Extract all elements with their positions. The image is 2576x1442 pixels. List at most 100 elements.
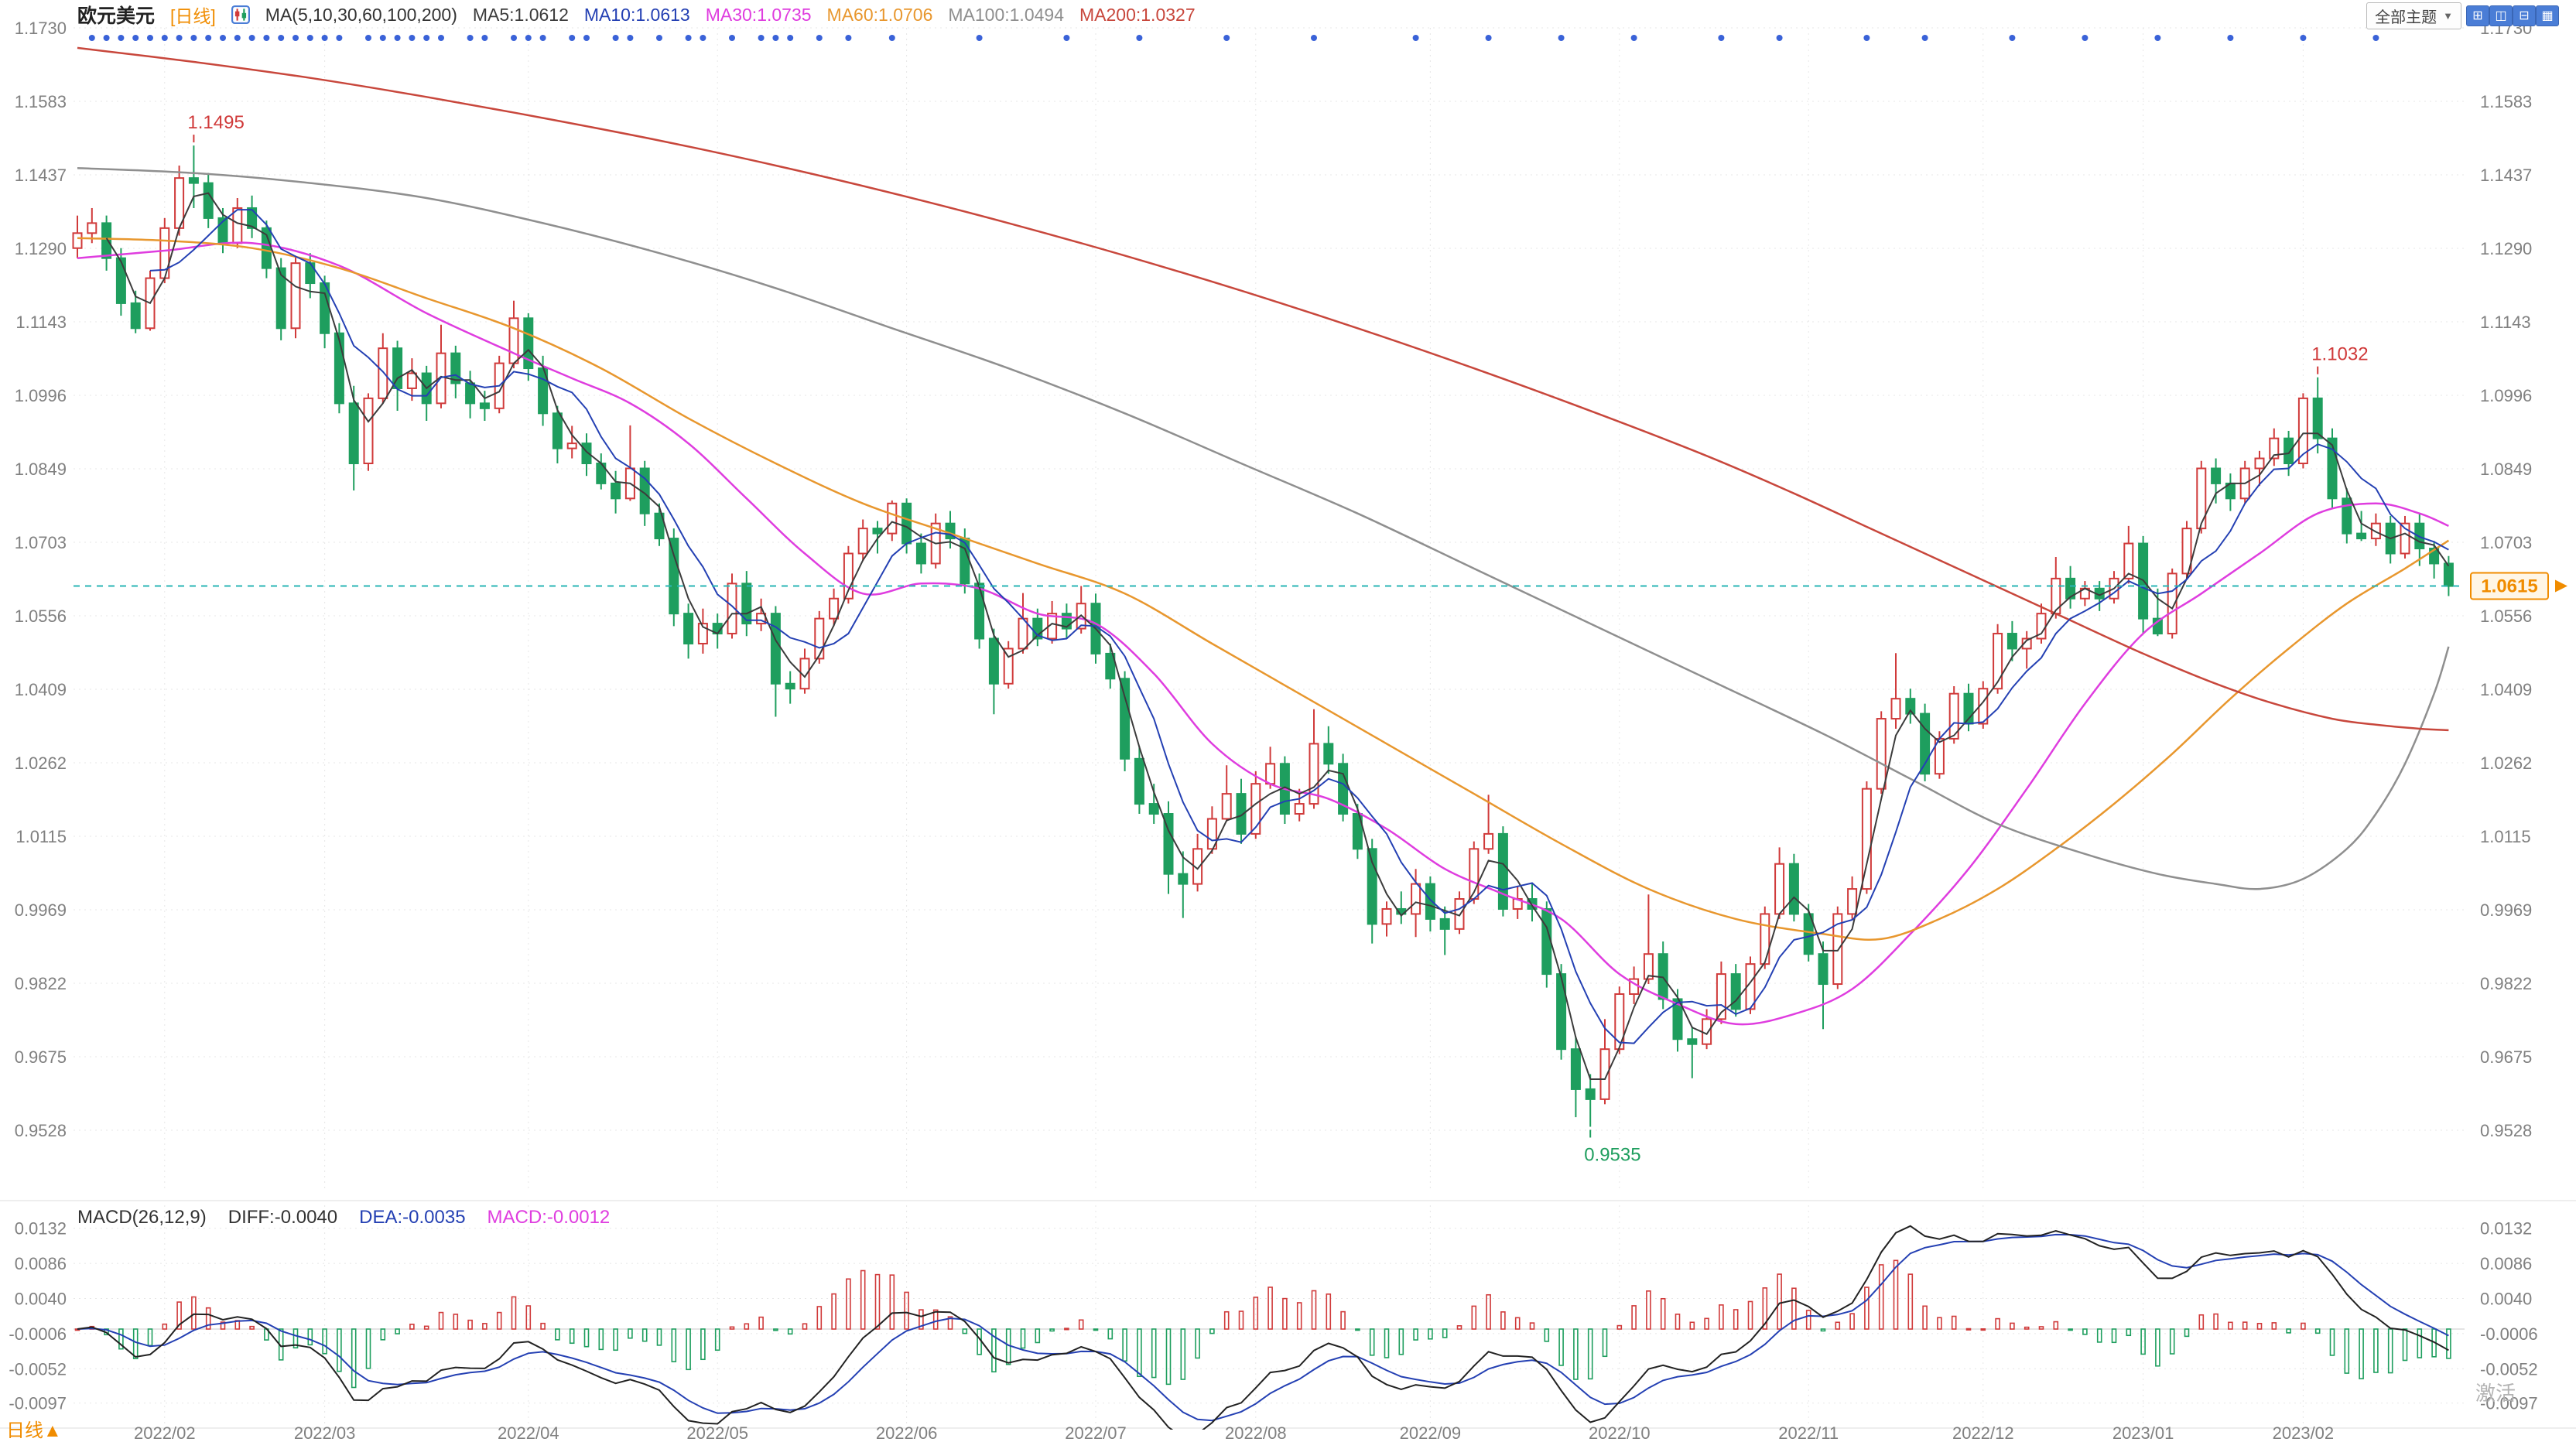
svg-text:1.1437: 1.1437 [15, 166, 67, 185]
window-layout-button[interactable]: ▦ [2536, 5, 2559, 26]
svg-text:0.0040: 0.0040 [2480, 1290, 2532, 1309]
period-tag[interactable]: [日线] [170, 6, 216, 26]
ma-legend-MA5: MA5:1.0612 [472, 4, 569, 25]
svg-text:1.0996: 1.0996 [2480, 386, 2532, 405]
candles-layer [72, 145, 2454, 1127]
window-split-button[interactable]: ⊟ [2513, 5, 2536, 26]
svg-text:2022/03: 2022/03 [294, 1423, 356, 1442]
kline-style-icon[interactable] [231, 5, 250, 24]
svg-text:1.0115: 1.0115 [15, 827, 67, 846]
svg-text:1.0115: 1.0115 [2480, 827, 2531, 846]
ma-line-MA60 [77, 237, 2450, 941]
ma-legend-MA60: MA60:1.0706 [826, 4, 933, 25]
event-dots [88, 35, 2379, 41]
extreme-annotation-1.1495: 1.1495 [187, 112, 245, 143]
ma-legend-MA10: MA10:1.0613 [583, 4, 690, 25]
svg-text:1.0703: 1.0703 [2480, 533, 2532, 552]
svg-text:0.9969: 0.9969 [15, 900, 67, 920]
svg-text:2022/12: 2022/12 [1952, 1423, 2014, 1442]
svg-text:1.0409: 1.0409 [15, 680, 67, 699]
chart-header: 欧元美元 [日线] MA(5,10,30,60,100,200) MA5:1.0… [77, 0, 1211, 29]
svg-text:-0.0006: -0.0006 [9, 1324, 67, 1344]
ma-line-MA200 [77, 46, 2449, 732]
ma-legend-MA30: MA30:1.0735 [705, 4, 812, 25]
svg-text:2022/04: 2022/04 [498, 1423, 559, 1442]
ma-legend-MA200: MA200:1.0327 [1079, 4, 1196, 25]
ma-line-MA30 [77, 241, 2449, 1026]
svg-text:0.9528: 0.9528 [15, 1121, 67, 1140]
chevron-down-icon: ▼ [2443, 10, 2453, 22]
svg-text:-0.0097: -0.0097 [2480, 1394, 2538, 1413]
macd-legend: MACD(26,12,9) DIFF:-0.0040 DEA:-0.0035 M… [77, 1207, 610, 1228]
current-price-tag: 1.0615 [2470, 572, 2549, 600]
svg-text:0.0132: 0.0132 [2480, 1219, 2532, 1239]
svg-text:2022/06: 2022/06 [876, 1423, 938, 1442]
svg-text:1.0262: 1.0262 [2480, 753, 2532, 773]
svg-text:1.1290: 1.1290 [15, 239, 67, 258]
ma-line-MA100 [77, 166, 2450, 890]
svg-text:1.1730: 1.1730 [15, 19, 67, 38]
toolbar-right: 全部主题 ▼ ⊞ ◫ ⊟ ▦ [2366, 2, 2559, 29]
svg-text:-0.0006: -0.0006 [2480, 1324, 2538, 1344]
svg-text:2022/08: 2022/08 [1225, 1423, 1287, 1442]
symbol-name[interactable]: 欧元美元 [77, 5, 156, 27]
svg-text:2022/02: 2022/02 [134, 1423, 196, 1442]
svg-text:0.0132: 0.0132 [15, 1219, 67, 1239]
svg-text:0.9528: 0.9528 [2480, 1121, 2532, 1140]
svg-text:0.9822: 0.9822 [15, 974, 67, 993]
svg-text:2022/09: 2022/09 [1400, 1423, 1462, 1442]
svg-text:-0.0052: -0.0052 [2480, 1359, 2538, 1379]
svg-text:1.1583: 1.1583 [15, 92, 67, 111]
svg-text:1.0849: 1.0849 [15, 460, 67, 479]
overlays-layer: 1.0615 1.1495 1.1032 0.9535 [74, 112, 2567, 1165]
svg-text:0.0086: 0.0086 [15, 1254, 67, 1273]
svg-text:2022/05: 2022/05 [686, 1423, 748, 1442]
macd-panel [74, 1225, 2451, 1430]
svg-text:2023/01: 2023/01 [2112, 1423, 2174, 1442]
ma-legend-MA100: MA100:1.0494 [948, 4, 1064, 25]
activation-watermark[interactable]: 激活 [2475, 1382, 2516, 1405]
svg-text:0.9535: 0.9535 [1584, 1144, 1640, 1165]
macd-dea-value: DEA:-0.0035 [359, 1207, 466, 1228]
ma-lines-layer [77, 46, 2450, 1080]
macd-macd-value: MACD:-0.0012 [487, 1207, 611, 1228]
svg-text:2023/02: 2023/02 [2273, 1423, 2335, 1442]
svg-text:0.9675: 0.9675 [2480, 1047, 2532, 1067]
svg-text:1.1495: 1.1495 [187, 112, 244, 133]
svg-text:0.9822: 0.9822 [2480, 974, 2532, 993]
svg-text:0.0040: 0.0040 [15, 1290, 67, 1309]
ma-line-MA5 [105, 192, 2450, 1080]
macd-params-label[interactable]: MACD(26,12,9) [77, 1207, 207, 1228]
ma-line-MA10 [149, 209, 2449, 1044]
window-buttons: ⊞ ◫ ⊟ ▦ [2466, 5, 2559, 26]
macd-diff-value: DIFF:-0.0040 [227, 1207, 338, 1228]
ma-group-label: MA(5,10,30,60,100,200) [265, 4, 457, 25]
svg-text:1.1032: 1.1032 [2311, 344, 2368, 365]
period-selector[interactable]: 日线▲ [6, 1420, 62, 1441]
window-tile-button[interactable]: ⊞ [2466, 5, 2489, 26]
svg-text:1.0556: 1.0556 [15, 607, 67, 626]
svg-text:1.1583: 1.1583 [2480, 92, 2532, 111]
ma-legend: MA5:1.0612 MA10:1.0613 MA30:1.0735 MA60:1.0… [473, 5, 1211, 26]
svg-text:-0.0097: -0.0097 [9, 1394, 67, 1413]
svg-text:0.9675: 0.9675 [15, 1047, 67, 1067]
svg-text:2022/07: 2022/07 [1065, 1423, 1127, 1442]
svg-text:1.0262: 1.0262 [15, 753, 67, 773]
extreme-annotation-1.1032: 1.1032 [2311, 344, 2369, 374]
svg-text:1.0615: 1.0615 [2481, 576, 2537, 597]
svg-text:1.1143: 1.1143 [2480, 313, 2531, 332]
svg-text:1.0849: 1.0849 [2480, 460, 2532, 479]
svg-text:1.1290: 1.1290 [2480, 239, 2532, 258]
theme-selector-button[interactable]: 全部主题 ▼ [2366, 2, 2461, 29]
theme-selector-label: 全部主题 [2375, 9, 2437, 26]
svg-text:1.0996: 1.0996 [15, 386, 67, 405]
svg-text:-0.0052: -0.0052 [9, 1359, 67, 1379]
macd-diff-line [77, 1225, 2449, 1430]
svg-text:1.1437: 1.1437 [2480, 166, 2532, 185]
svg-text:1.0556: 1.0556 [2480, 607, 2532, 626]
svg-text:2022/10: 2022/10 [1589, 1423, 1651, 1442]
window-cascade-button[interactable]: ◫ [2489, 5, 2513, 26]
svg-text:0.9969: 0.9969 [2480, 900, 2532, 920]
